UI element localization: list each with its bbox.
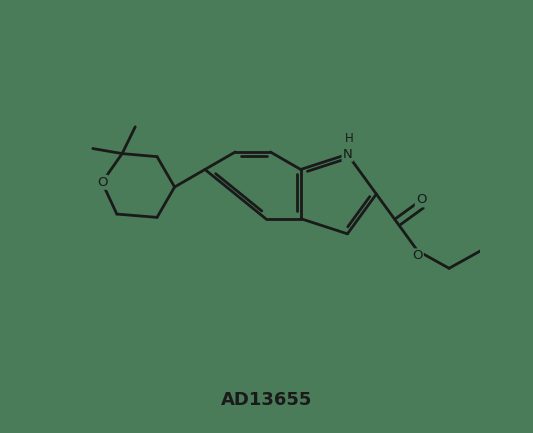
- Text: O: O: [97, 176, 107, 189]
- Text: AD13655: AD13655: [221, 391, 312, 409]
- Text: O: O: [413, 249, 423, 262]
- Text: H: H: [345, 132, 354, 145]
- Text: O: O: [416, 193, 426, 206]
- Text: N: N: [343, 148, 352, 161]
